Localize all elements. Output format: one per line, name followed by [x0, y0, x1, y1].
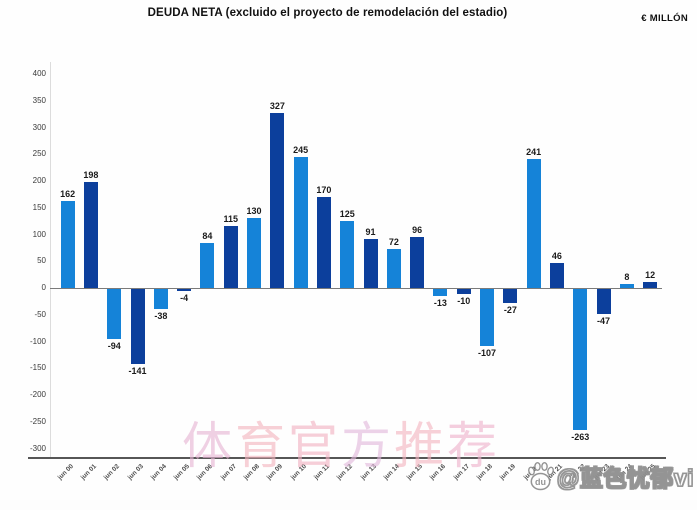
x-tick-jun-16: jun 16 [429, 463, 448, 482]
unit-label: € MILLÓN [641, 13, 688, 24]
bar-jun-16 [433, 289, 448, 296]
bar-jun-13 [363, 239, 378, 288]
bar-value-label: 12 [645, 269, 656, 280]
bar-jun-19 [503, 289, 518, 304]
bar-jun-01 [83, 182, 98, 288]
bar-value-label: -141 [128, 366, 147, 377]
bar-value-label: 72 [388, 237, 399, 248]
bar-jun-22 [573, 289, 588, 430]
bar-jun-23 [596, 289, 611, 315]
zero-baseline [50, 288, 662, 289]
bar-jun-25 [643, 281, 658, 288]
baidu-paw-icon: du [527, 462, 554, 491]
y-tick-100: 100 [32, 229, 46, 239]
paw-du-text: du [535, 477, 546, 487]
bar-value-label: -94 [107, 341, 121, 352]
bottom-right-watermark: du @蓝色忧郁vi [524, 459, 694, 493]
bar-value-label: -47 [597, 316, 611, 327]
bar-jun-14 [386, 249, 401, 288]
bar-jun-06 [200, 243, 215, 288]
bar-value-label: 115 [223, 214, 239, 225]
bar-jun-00 [60, 201, 75, 288]
bar-value-label: -107 [478, 348, 497, 359]
y-tick--250: -250 [29, 416, 46, 426]
y-tick--150: -150 [29, 363, 46, 373]
bar-jun-20 [526, 159, 541, 288]
bar-value-label: -13 [433, 297, 447, 308]
bar-value-label: 8 [624, 271, 630, 282]
y-tick-150: 150 [32, 202, 46, 212]
bar-value-label: -263 [571, 431, 590, 442]
bar-value-label: -10 [457, 296, 471, 307]
x-tick-jun-10: jun 10 [289, 463, 308, 482]
y-tick-400: 400 [32, 69, 46, 78]
y-tick-0: 0 [41, 283, 46, 292]
x-tick-jun-09: jun 09 [266, 463, 285, 482]
y-tick-50: 50 [37, 256, 46, 266]
bar-value-label: 170 [316, 185, 332, 196]
bar-value-label: 84 [202, 231, 213, 242]
watermark-handle-text: @蓝色忧郁vi [556, 464, 694, 491]
bar-jun-10 [293, 156, 308, 288]
bar-jun-11 [316, 197, 331, 288]
x-tick-jun-12: jun 12 [335, 463, 355, 482]
y-axis-line [50, 62, 51, 458]
bar-jun-05 [177, 289, 192, 292]
y-tick-200: 200 [32, 176, 46, 185]
y-tick-300: 300 [32, 122, 46, 132]
bar-jun-09 [270, 113, 285, 288]
bar-value-label: -4 [180, 293, 189, 304]
y-tick--200: -200 [29, 390, 46, 399]
y-tick--100: -100 [29, 336, 46, 346]
x-tick-jun-03: jun 03 [126, 463, 145, 482]
bar-jun-12 [340, 221, 355, 288]
bar-value-label: 96 [412, 224, 423, 235]
bar-jun-24 [619, 283, 634, 288]
bar-value-label: 198 [83, 170, 99, 181]
bar-jun-02 [107, 289, 122, 340]
bar-value-label: 91 [365, 227, 376, 238]
bar-value-label: 130 [246, 206, 262, 217]
x-tick-jun-06: jun 06 [196, 463, 215, 482]
chart-title: DEUDA NETA (excluido el proyecto de remo… [147, 7, 508, 19]
y-tick-250: 250 [32, 149, 46, 159]
bar-value-label: -38 [154, 311, 168, 322]
bar-value-label: 162 [60, 189, 76, 200]
x-tick-jun-13: jun 13 [359, 463, 378, 482]
bar-value-label: 245 [293, 144, 309, 155]
x-tick-jun-19: jun 19 [499, 463, 518, 482]
bar-jun-15 [410, 236, 425, 288]
bar-value-label: 241 [526, 147, 542, 158]
bar-value-label: 125 [339, 209, 355, 220]
bar-value-label: 327 [269, 101, 285, 112]
bar-jun-07 [223, 226, 238, 288]
y-tick--300: -300 [29, 443, 46, 453]
x-tick-jun-02: jun 02 [102, 463, 122, 482]
x-tick-jun-00: jun 00 [56, 463, 75, 482]
bar-jun-21 [549, 263, 564, 288]
y-tick-350: 350 [32, 95, 46, 105]
bar-jun-17 [456, 289, 471, 295]
bar-jun-04 [153, 289, 168, 310]
bar-value-label: 46 [551, 251, 562, 262]
bar-jun-18 [480, 289, 495, 347]
bar-value-label: -27 [503, 305, 517, 316]
bar-jun-03 [130, 289, 145, 365]
x-axis-line [28, 457, 666, 459]
bar-jun-08 [247, 218, 262, 288]
y-tick--50: -50 [34, 309, 46, 319]
